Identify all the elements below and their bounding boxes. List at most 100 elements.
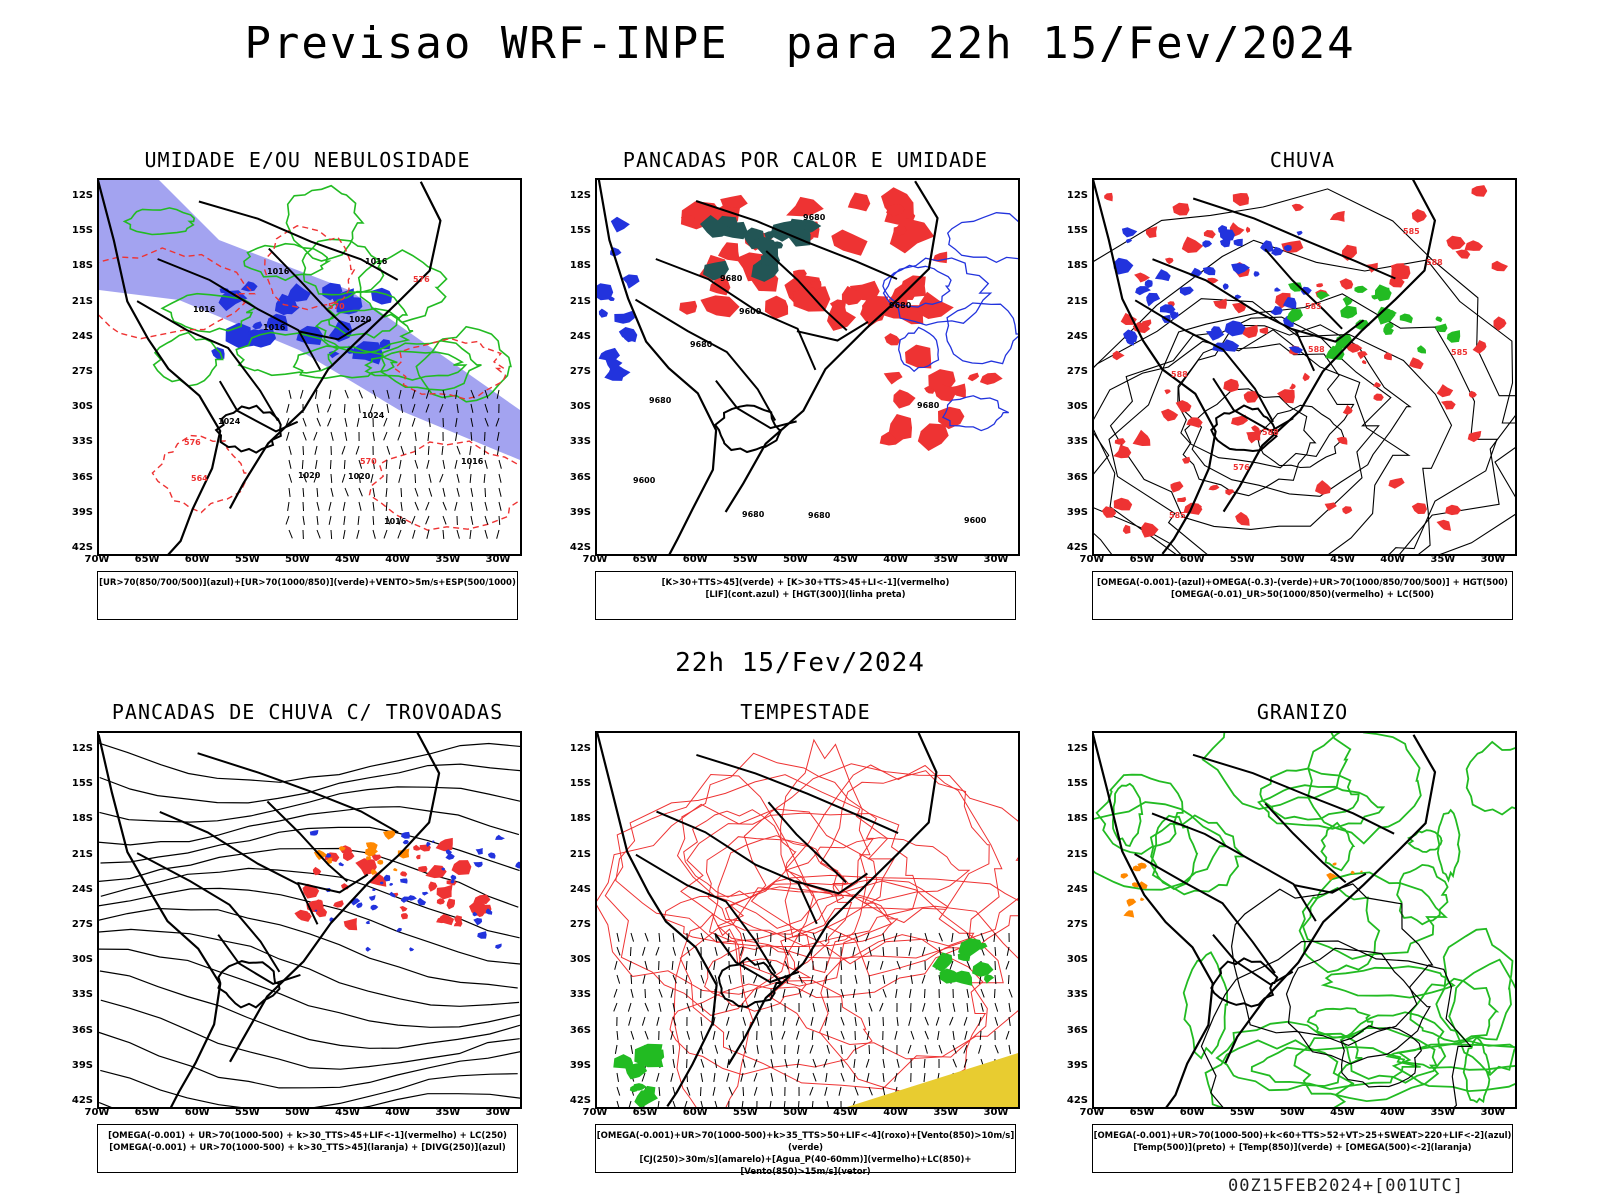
wind-vector — [838, 1086, 842, 1096]
latitude-label: 15S — [569, 225, 591, 237]
wind-vector — [630, 1044, 634, 1054]
rain-red-area — [1471, 185, 1488, 197]
wind-vector — [714, 946, 718, 956]
precipitable-water-contour — [708, 835, 853, 971]
divergence-blue-area — [383, 874, 391, 882]
wind-vector — [285, 431, 290, 441]
thunderstorm-red-area — [413, 844, 421, 851]
humidity-mid-levels — [266, 318, 281, 328]
wind-vector — [712, 1030, 716, 1040]
wind-vector — [456, 403, 459, 413]
height-500-contour — [1108, 293, 1498, 554]
longitude-label: 40W — [385, 1107, 411, 1118]
convection-k-tts — [703, 260, 729, 281]
latitude-label: 18S — [1066, 260, 1088, 272]
thunderstorm-red-area — [473, 894, 491, 905]
wind-850-area — [634, 1043, 664, 1068]
wind-vector — [469, 473, 472, 484]
wind-vector — [616, 932, 620, 942]
wind-vector — [742, 960, 746, 970]
wind-850-area — [972, 961, 994, 977]
lifted-index-contour — [945, 302, 1018, 365]
rain-red-area — [1113, 444, 1132, 459]
latitude-label: 36S — [1066, 1024, 1088, 1036]
rain-red-area — [1182, 456, 1191, 464]
omega-blue-area — [1135, 286, 1151, 296]
divergence-blue-area — [400, 878, 408, 884]
rain-red-area — [1329, 210, 1345, 222]
convection-k-tts-li — [917, 423, 949, 451]
thunderstorm-red-area — [399, 906, 408, 912]
wind-vector — [302, 515, 305, 525]
contour-label: 9680 — [889, 301, 912, 310]
rain-red-area — [1223, 378, 1239, 393]
thunderstorm-red-area — [425, 865, 447, 879]
rain-red-area — [1259, 326, 1269, 335]
wind-vector — [825, 1072, 828, 1082]
wind-vector — [994, 1002, 999, 1012]
contour-label: 1016 — [384, 517, 407, 526]
wind-vector — [315, 459, 318, 469]
country-border — [218, 380, 299, 433]
wind-vector — [770, 1072, 774, 1082]
rain-red-area — [1316, 283, 1324, 288]
convection-k-tts-li — [916, 291, 954, 319]
omega-blue-area — [1219, 339, 1240, 352]
wind-vector — [854, 1086, 859, 1096]
latitude-label: 42S — [1066, 542, 1088, 553]
wind-vector — [642, 974, 646, 984]
longitude-label: 45W — [1330, 554, 1356, 565]
wind-vector — [484, 417, 489, 427]
precipitable-water-contour — [780, 738, 871, 974]
wind-vector — [470, 431, 473, 442]
rain-red-area — [1388, 477, 1405, 489]
height-500-contour — [1094, 188, 1515, 554]
contour-label: 576 — [184, 438, 201, 447]
convection-k-tts-li — [938, 406, 965, 430]
wind-vector — [770, 1044, 774, 1054]
wind-vector — [812, 1058, 817, 1068]
wind-vector — [866, 960, 870, 970]
country-border — [1192, 197, 1396, 280]
wind-vector — [938, 1002, 941, 1012]
wind-vector — [302, 487, 305, 498]
wind-vector — [425, 515, 430, 525]
wind-vector — [670, 988, 674, 998]
divergence-blue-area — [389, 891, 396, 898]
convection-k-tts-li — [893, 225, 907, 236]
wind-vector — [657, 1100, 660, 1107]
wind-vector — [951, 932, 954, 942]
temperature-850-contour — [1215, 1020, 1363, 1092]
thunderstorm-red-area — [400, 871, 408, 877]
wind-vector — [952, 946, 955, 956]
map-canvas-chuva: 585 588 588 585 588 585 588 585 576 — [1094, 180, 1515, 554]
wind-vector — [641, 1072, 646, 1082]
wind-vector — [658, 1002, 662, 1012]
wind-vector — [386, 445, 391, 455]
convection-k-tts-li — [905, 344, 932, 369]
wind-vector — [826, 988, 829, 998]
omega-blue-area — [1154, 269, 1171, 282]
wind-vector — [470, 403, 474, 413]
wind-vector — [781, 1030, 786, 1040]
east-coastline — [1222, 180, 1437, 513]
wind-vector — [908, 946, 912, 956]
temperature-850-contour — [1298, 886, 1381, 974]
precipitable-water-contour — [724, 878, 975, 997]
rain-red-area — [1491, 260, 1508, 272]
thunderstorm-orange-area — [365, 842, 378, 850]
legend-line: [OMEGA(-0.01)_UR>50(1000/850)(vermelho) … — [1170, 590, 1435, 600]
longitude-label: 70W — [582, 1107, 608, 1118]
wind-vector — [714, 1100, 718, 1107]
wind-vector — [301, 459, 304, 470]
uruguay-border — [1210, 404, 1278, 453]
convection-k-tts-li — [884, 333, 901, 346]
wind-vector — [470, 389, 475, 399]
omega-green-area — [1417, 345, 1426, 354]
country-border — [795, 872, 868, 895]
thunderstorm-red-area — [314, 899, 323, 907]
temperature-500-contour — [1200, 940, 1473, 1107]
wind-vector — [314, 445, 318, 455]
omega-500-area — [1132, 865, 1142, 872]
wind-vector — [498, 473, 502, 483]
